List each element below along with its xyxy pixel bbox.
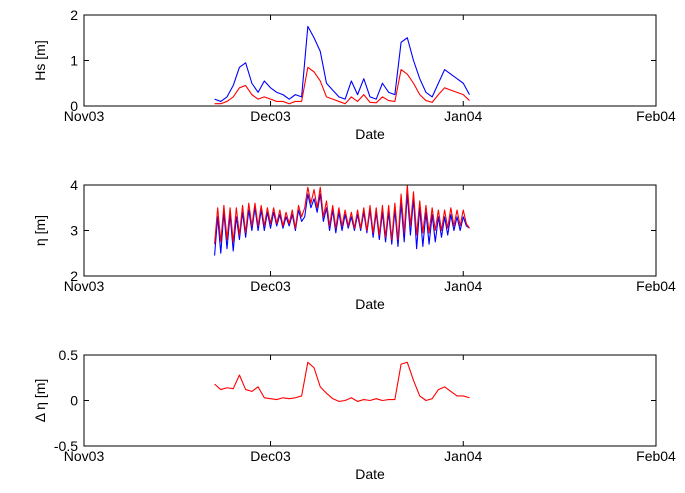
subplot-2: Nov03 Dec03 Jan04 Feb04 2 3 4 Date η [m]: [32, 177, 676, 312]
subplot-1: Nov03 Dec03 Jan04 Feb04 0 1 2 Date Hs [m]: [32, 7, 676, 142]
x-tick-label: Jan04: [444, 108, 482, 124]
series-line-2: [214, 184, 470, 245]
x-axis-label: Date: [355, 296, 385, 312]
x-tick-label: Jan04: [444, 448, 482, 464]
x-tick-label: Feb04: [636, 278, 676, 294]
x-tick-label: Dec03: [250, 448, 291, 464]
subplot-3: Nov03 Dec03 Jan04 Feb04 -0.5 0 0.5 Date Δ η [m]: [32, 347, 676, 482]
y-tick-label: 0: [70, 393, 78, 409]
x-tick-label: Nov03: [64, 448, 105, 464]
x-tick-label: Jan04: [444, 278, 482, 294]
y-axis-label: Δ η [m]: [32, 379, 48, 423]
y-tick-label: 0: [70, 98, 78, 114]
x-tick-label: Nov03: [64, 108, 105, 124]
series-line-2: [214, 66, 470, 105]
x-axis-label: Date: [355, 126, 385, 142]
y-tick-label: 2: [70, 268, 78, 284]
x-tick-label: Feb04: [636, 448, 676, 464]
x-tick-label: Feb04: [636, 108, 676, 124]
x-tick-label: Nov03: [64, 278, 105, 294]
y-tick-label: 1: [70, 53, 78, 69]
y-axis-label: Hs [m]: [32, 40, 48, 80]
y-tick-label: 0.5: [59, 347, 79, 363]
series-line-1: [214, 25, 470, 102]
x-tick-label: Dec03: [250, 278, 291, 294]
y-axis-label: η [m]: [32, 215, 48, 246]
series-line-1: [214, 361, 470, 402]
y-tick-label: 4: [70, 177, 78, 193]
x-axis-label: Date: [355, 466, 385, 482]
y-tick-label: 2: [70, 7, 78, 23]
y-tick-label: 3: [70, 223, 78, 239]
series-line-1: [214, 193, 470, 256]
x-tick-label: Dec03: [250, 108, 291, 124]
y-tick-label: -0.5: [54, 438, 78, 454]
